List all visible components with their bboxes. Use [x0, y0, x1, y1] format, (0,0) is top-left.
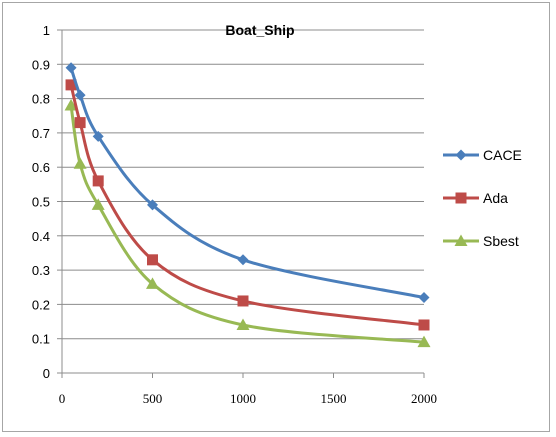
legend-item-sbest: Sbest	[443, 233, 519, 249]
y-tick-label: 0.4	[32, 229, 50, 244]
x-tick-label: 0	[59, 391, 66, 406]
legend-label: Ada	[483, 190, 508, 206]
grid-lines	[62, 29, 424, 340]
y-tick-label: 0.5	[32, 195, 50, 210]
data-point	[237, 295, 249, 307]
legend-label: CACE	[483, 147, 522, 163]
data-point	[91, 198, 105, 210]
data-point	[65, 79, 77, 91]
legend-marker	[455, 149, 467, 161]
chart-frame	[2, 2, 550, 432]
data-point	[92, 130, 104, 142]
x-tick-label: 500	[143, 391, 163, 406]
data-point	[73, 157, 87, 169]
x-tick-labels: 0 500 1000 1500 2000	[59, 391, 437, 406]
x-tick-label: 2000	[411, 391, 437, 406]
data-point	[418, 319, 430, 331]
y-tick-label: 0.8	[32, 92, 50, 107]
y-tick-label: 0.2	[32, 297, 50, 312]
y-tick-label: 1	[43, 23, 50, 38]
data-point	[64, 98, 78, 111]
legend-item-cace: CACE	[443, 147, 522, 163]
data-point	[74, 117, 86, 129]
axes	[57, 29, 425, 378]
y-tick-label: 0.6	[32, 160, 50, 175]
legend-item-ada: Ada	[443, 190, 508, 206]
series-sbest	[64, 98, 431, 348]
x-tick-label: 1500	[321, 391, 347, 406]
legend-marker	[454, 234, 468, 246]
y-tick-label: 0.3	[32, 263, 50, 278]
data-point	[147, 254, 158, 266]
legend-marker	[455, 192, 467, 204]
chart-title: Boat_Ship	[225, 22, 294, 38]
series-ada	[65, 79, 430, 331]
data-point	[74, 89, 86, 101]
series-group	[64, 62, 431, 348]
legend: CACE Ada Sbest	[443, 147, 522, 249]
data-point	[147, 199, 158, 211]
y-tick-label: 0.7	[32, 126, 50, 141]
data-point	[417, 335, 431, 348]
y-tick-label: 0.1	[32, 332, 50, 347]
data-point	[237, 254, 249, 266]
data-point	[418, 292, 430, 304]
y-tick-label: 0	[43, 366, 50, 381]
data-point	[236, 318, 250, 330]
series-line	[69, 67, 425, 300]
y-tick-labels: 0 0.1 0.2 0.3 0.4 0.5 0.6 0.7 0.8 0.9 1	[32, 23, 50, 381]
y-tick-label: 0.9	[32, 57, 50, 72]
series-cace	[65, 62, 430, 304]
data-point	[146, 277, 159, 289]
data-point	[65, 62, 77, 74]
legend-label: Sbest	[483, 233, 519, 249]
data-point	[92, 175, 104, 187]
x-tick-label: 1000	[230, 391, 256, 406]
